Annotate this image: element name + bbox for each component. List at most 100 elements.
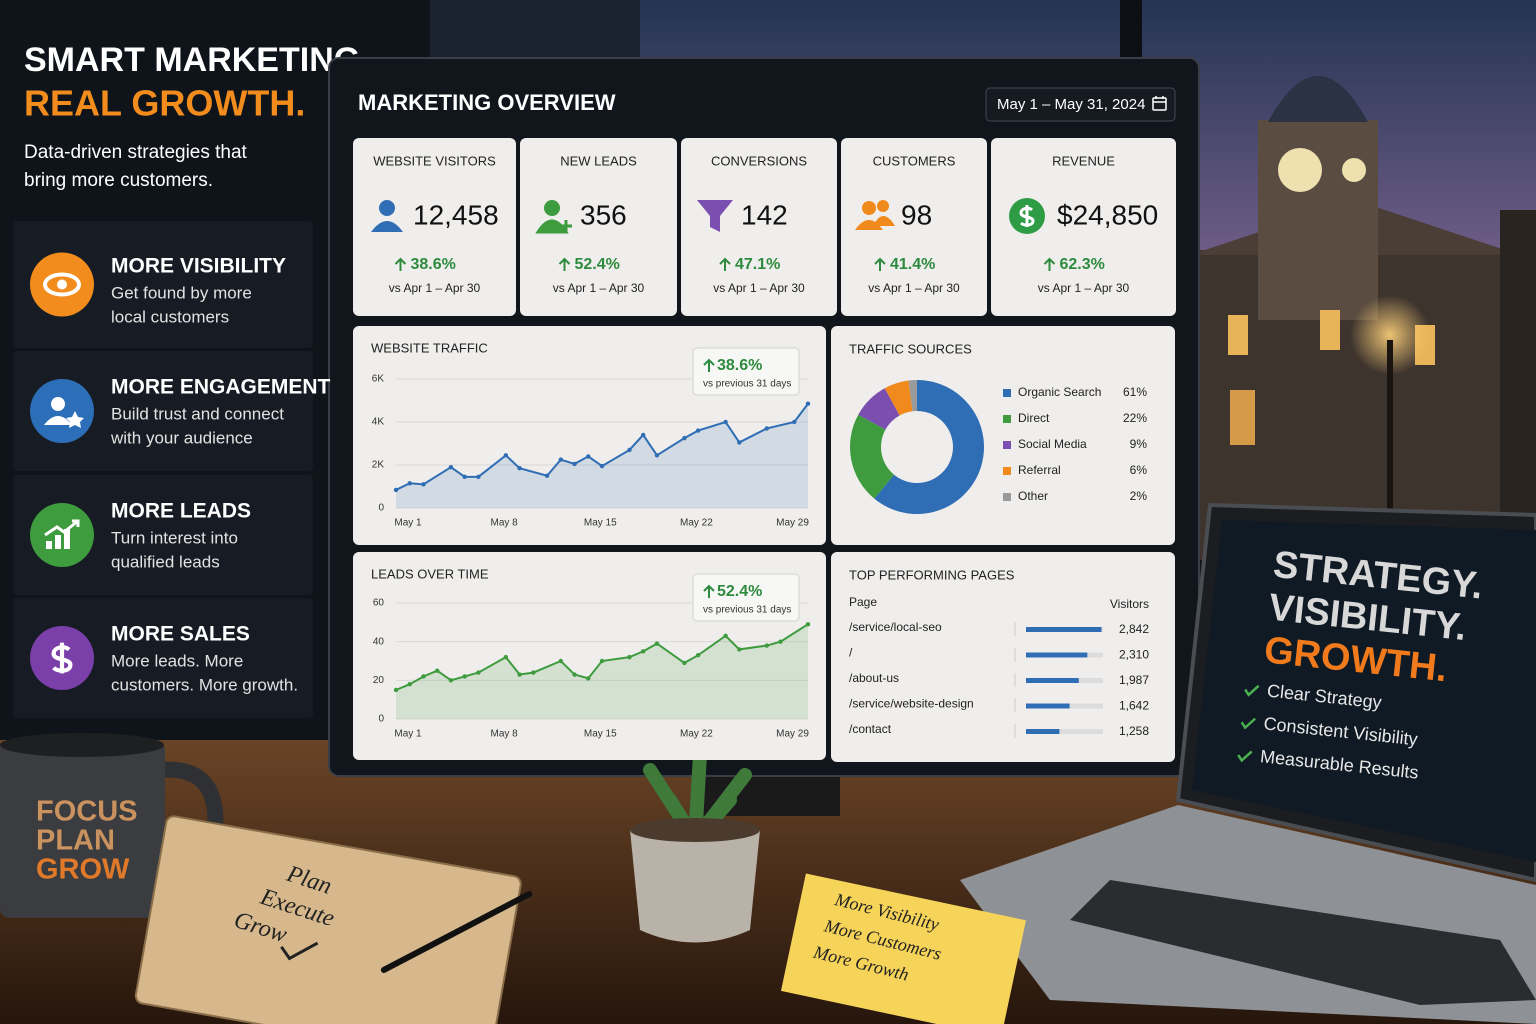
calendar-icon [1152,96,1167,111]
hero-subtitle: Data-driven strategies that [24,142,248,163]
card [681,138,837,316]
legend-value: 61% [1123,385,1147,399]
area [396,403,808,508]
x-tick-label: May 8 [491,729,519,740]
point [435,668,440,673]
bar-value: 1,987 [1119,673,1149,687]
feature-card: MORE VISIBILITY Get found by more local cu… [13,221,313,348]
date-picker[interactable] [985,87,1176,122]
badge-change: 52.4% [717,583,762,600]
icon [877,200,889,212]
feature-text: with your audience [110,428,253,447]
clock [1278,148,1322,192]
y-tick-label: 0 [378,503,384,514]
date-range[interactable]: May 1 – May 31, 2024 [997,96,1145,113]
check-icon [1240,717,1257,730]
legend-label: Referral [1018,463,1061,477]
point [805,401,811,406]
feature-card: MORE LEADS Turn interest into qualified le… [13,475,313,595]
column-header: Visitors [1110,597,1149,611]
card [13,475,313,595]
point [627,447,632,453]
point [792,419,797,425]
point [586,676,591,681]
point [558,457,563,462]
point [723,633,728,639]
bar-value: 1,258 [1119,724,1149,738]
bar [1026,627,1102,632]
lit-window [1228,315,1248,355]
point [737,647,742,652]
dome [1268,76,1368,122]
y-tick-label: 60 [373,598,385,609]
icon [57,279,67,290]
bar-track [1026,729,1103,734]
card [353,138,516,316]
feature-text: Turn interest into [111,528,238,547]
point [407,481,412,486]
icon [51,642,73,674]
point [764,426,769,431]
pie-slice [884,380,913,416]
kpi-comparison: vs Apr 1 – Apr 30 [713,281,805,295]
kpi-change: 47.1% [735,256,780,273]
kpi-comparison: vs Apr 1 – Apr 30 [868,281,960,295]
icon [862,201,876,215]
kpi-comparison: vs Apr 1 – Apr 30 [1038,281,1130,295]
legend-swatch [1003,389,1011,397]
icon [43,272,81,297]
feature-title: MORE ENGAGEMENT [111,376,331,399]
feature-title: MORE VISIBILITY [111,255,286,278]
kpi-comparison: vs Apr 1 – Apr 30 [389,281,481,295]
bar-value: 2,310 [1119,648,1149,662]
y-tick-label: 2K [372,460,385,471]
icon [51,397,65,411]
icon [66,411,84,428]
notebook [134,815,533,1024]
y-tick-label: 40 [373,636,385,647]
kpi-value: 356 [580,199,627,230]
legend-swatch [1003,493,1011,501]
page-path: /service/local-seo [849,620,942,634]
sticky-note [780,873,1027,1024]
legend-swatch [1003,467,1011,475]
change-badge [692,573,800,622]
icon [1019,205,1035,227]
hero-title: SMART MARKETING. [24,41,370,79]
y-tick-label: 20 [373,675,385,686]
check-icon [1237,750,1253,763]
icon [44,519,80,537]
kpi-change: 52.4% [575,256,620,273]
kpi-label: NEW LEADS [560,153,637,168]
lamp-glow [1350,295,1430,375]
feature-text: qualified leads [111,552,220,571]
up-arrow [1043,257,1056,271]
point [517,466,522,471]
y-tick-label: 4K [372,417,385,428]
kpi-change: 38.6% [411,256,456,273]
feature-title: MORE SALES [111,623,250,646]
point [572,461,577,467]
bar [1026,729,1060,734]
chart-title: WEBSITE TRAFFIC [371,340,488,355]
badge-change: 38.6% [717,357,762,374]
point [682,435,687,441]
kpi-card: CONVERSIONS 142 47.1% vs Apr 1 – Apr 30 [681,138,837,316]
bar [1026,703,1070,709]
chart-title: TOP PERFORMING PAGES [849,567,1015,582]
check-icon [1244,684,1260,697]
icon [371,221,403,232]
kpi-value: 142 [741,199,788,230]
y-tick-label: 6K [372,374,385,385]
chart-card: WEBSITE TRAFFIC 0 2K 4K 6K May 1 May 8 May 15 Ma… [353,326,826,545]
x-tick-label: May 8 [491,518,519,529]
mug-text: FOCUS [36,796,138,828]
column-header: Page [849,595,877,609]
legend-label: Organic Search [1018,385,1101,399]
point [503,654,509,660]
bar-value: 1,642 [1119,699,1149,713]
page-path: / [849,646,853,660]
icon [855,216,895,230]
kpi-value: $24,850 [1057,199,1158,230]
point [531,670,536,675]
